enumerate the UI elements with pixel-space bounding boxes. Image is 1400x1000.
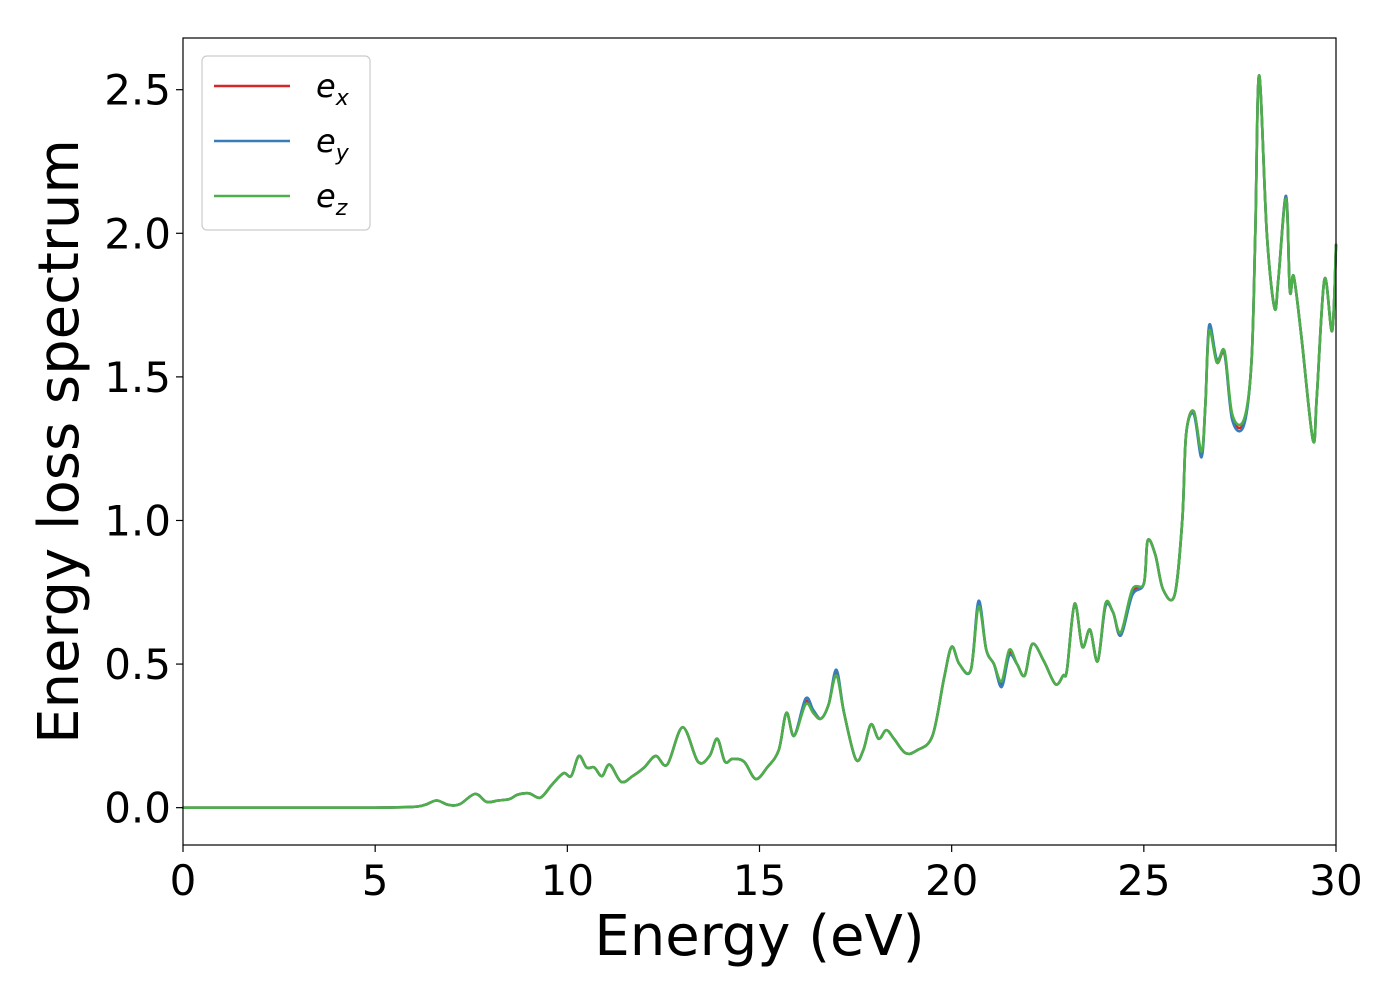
legend-label-sub: x: [335, 86, 350, 111]
legend-label-y: ey: [316, 122, 350, 166]
legend-label-base: e: [316, 177, 336, 215]
y-tick-label: 2.0: [104, 209, 171, 258]
y-tick-label: 0.0: [104, 784, 171, 833]
x-tick-label: 15: [733, 856, 786, 905]
x-tick-label: 30: [1309, 856, 1362, 905]
legend-label-z: ez: [316, 177, 348, 221]
y-tick-label: 2.5: [104, 66, 171, 115]
x-tick-label: 0: [170, 856, 197, 905]
series-line-z: [181, 74, 1338, 810]
legend-box: [201, 55, 371, 231]
series-layer: [181, 74, 1338, 810]
y-tick-label: 1.0: [104, 496, 171, 545]
x-tick-label: 25: [1117, 856, 1170, 905]
y-axis-label: Energy loss spectrum: [27, 139, 92, 744]
ticks-layer: 0 5 10 15 20 25 30 0.0 0.5 1.0 1.5 2.0 2.5: [104, 66, 1363, 905]
legend-label-base: e: [316, 67, 336, 105]
x-tick-label: 10: [541, 856, 594, 905]
legend-label-x: ex: [316, 67, 350, 111]
y-tick-label: 1.5: [104, 353, 171, 402]
legend-label-sub: y: [335, 141, 350, 166]
x-tick-label: 20: [925, 856, 978, 905]
x-tick-label: 5: [362, 856, 389, 905]
y-tick-label: 0.5: [104, 640, 171, 689]
legend-label-base: e: [316, 122, 336, 160]
legend-label-sub: z: [335, 196, 348, 221]
x-axis-label: Energy (eV): [594, 904, 924, 969]
